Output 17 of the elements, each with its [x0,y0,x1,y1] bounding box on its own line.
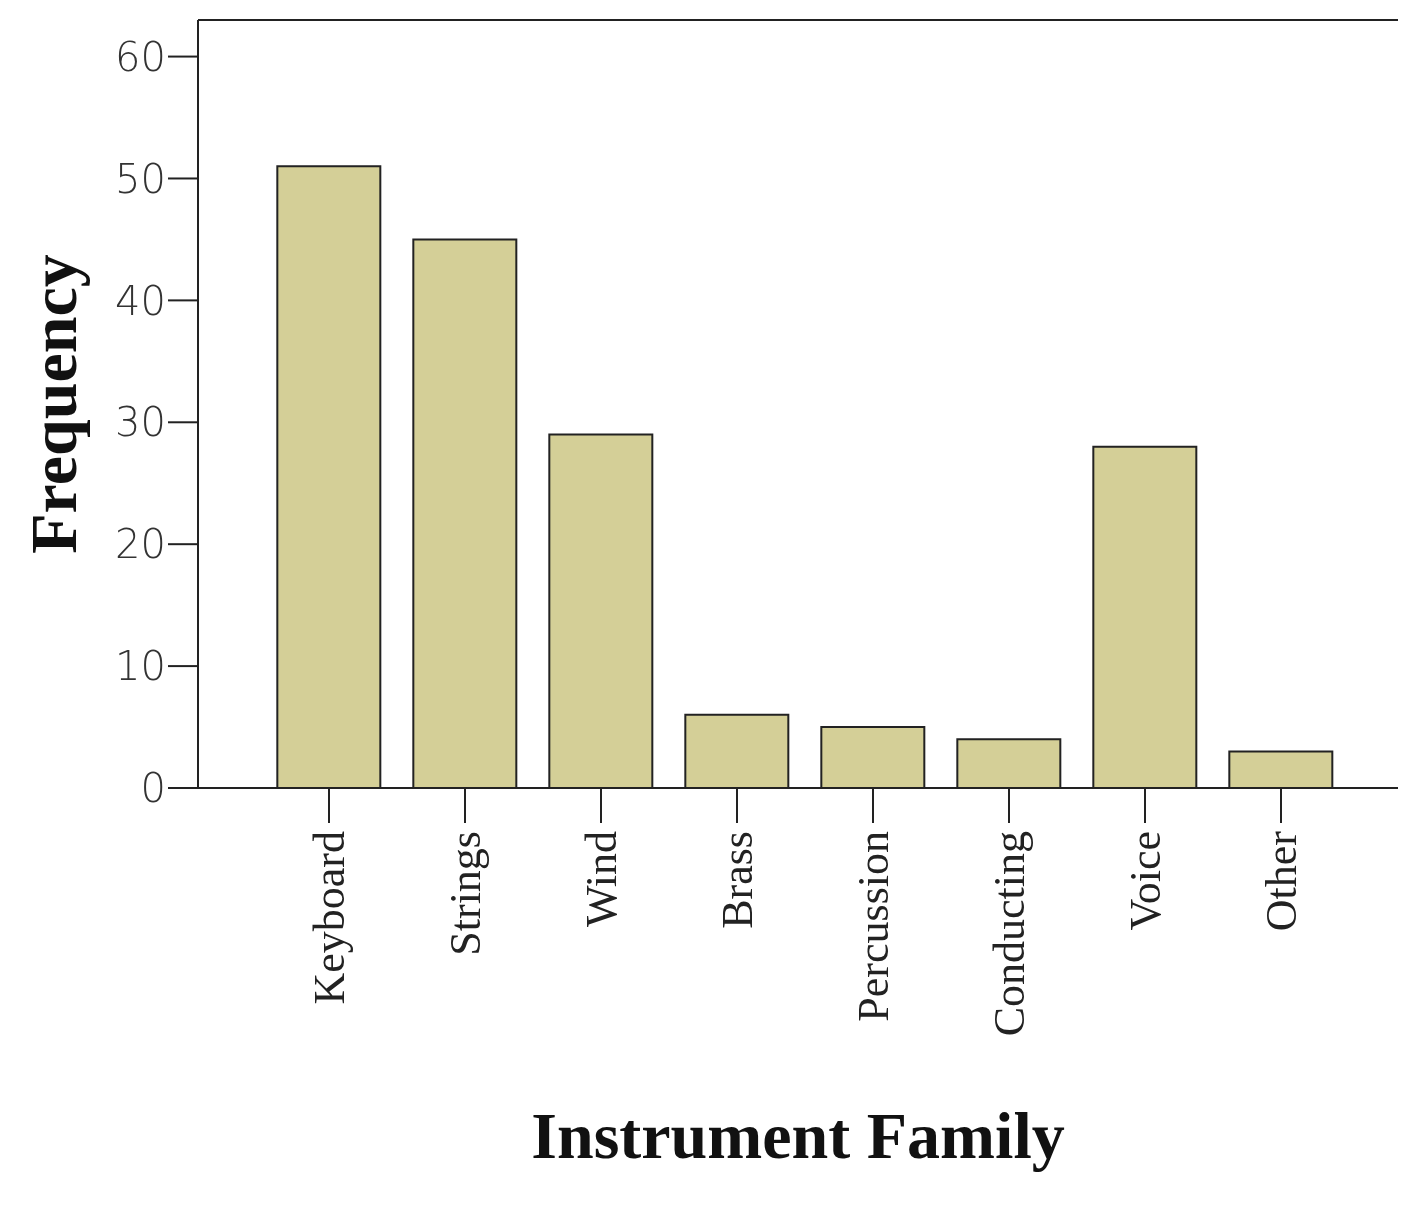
x-tick-label: Strings [440,831,490,956]
y-axis-title: Frequency [17,254,91,554]
x-tick-label: Percussion [848,831,898,1022]
x-tick-label: Conducting [984,831,1034,1037]
y-tick-label: 10 [115,643,166,690]
y-tick-label: 30 [115,399,166,446]
x-axis-title: Instrument Family [531,1099,1065,1172]
x-tick-label: Brass [712,831,762,929]
y-tick-label: 40 [115,277,166,324]
y-tick-label: 50 [115,155,166,202]
y-tick-label: 0 [140,765,166,812]
x-tick-label: Keyboard [304,831,354,1005]
y-tick-label: 60 [115,33,166,80]
x-tick-label: Wind [576,831,626,927]
y-tick-label: 20 [115,521,166,568]
x-tick-label: Voice [1120,831,1170,931]
x-tick-label: Other [1256,830,1306,932]
